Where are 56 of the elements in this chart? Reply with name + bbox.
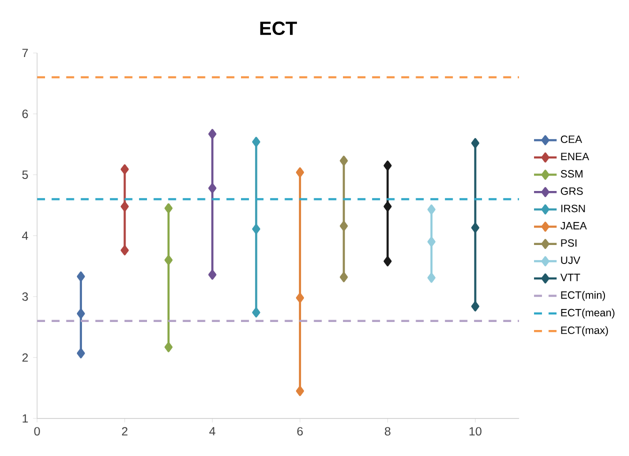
point xyxy=(208,129,216,140)
y-tick-label: 5 xyxy=(22,170,28,180)
legend-label: ECT(min) xyxy=(561,291,605,302)
point xyxy=(76,348,85,359)
legend-label: UJV xyxy=(561,256,580,264)
legend-label: ECT(max) xyxy=(561,326,608,336)
point xyxy=(340,221,348,232)
legend-label: ENEA xyxy=(561,153,590,160)
point xyxy=(252,308,260,318)
point xyxy=(252,224,260,234)
point xyxy=(164,255,173,266)
x-tick-label: 4 xyxy=(209,427,216,436)
point xyxy=(471,138,480,148)
point xyxy=(164,342,173,352)
chart-title: ECT xyxy=(260,22,297,36)
legend-label: JAEA xyxy=(560,222,587,230)
y-tick-label: 6 xyxy=(22,110,28,118)
point xyxy=(252,137,260,148)
point xyxy=(76,272,85,282)
legend-label: PSI xyxy=(561,239,576,247)
point xyxy=(120,246,129,256)
legend-label: ECT(mean) xyxy=(561,308,614,319)
point xyxy=(164,203,173,214)
point xyxy=(427,272,436,283)
point xyxy=(427,204,436,215)
point xyxy=(340,272,348,282)
legend-label: IRSN xyxy=(561,204,585,212)
x-tick-label: 6 xyxy=(297,427,303,436)
legend-label: CEA xyxy=(560,136,582,144)
y-tick-label: 3 xyxy=(22,292,28,302)
legend-label: SSM xyxy=(560,170,582,178)
point xyxy=(120,164,129,175)
point xyxy=(76,308,85,319)
point xyxy=(296,293,304,304)
y-tick-label: 7 xyxy=(22,49,28,58)
point xyxy=(471,222,480,234)
x-tick-label: 8 xyxy=(384,427,390,436)
point xyxy=(120,202,129,212)
point xyxy=(384,256,392,267)
point xyxy=(296,386,304,396)
point xyxy=(208,270,216,280)
x-tick-label: 10 xyxy=(470,427,482,436)
y-tick-label: 4 xyxy=(22,232,28,240)
point xyxy=(340,156,348,166)
point xyxy=(384,202,392,212)
y-tick-label: 1 xyxy=(22,414,28,423)
point xyxy=(296,168,304,178)
legend-label: GRS xyxy=(560,188,583,196)
point xyxy=(384,160,392,171)
point xyxy=(427,236,436,248)
x-tick-label: 0 xyxy=(34,427,40,436)
legend-label: VTT xyxy=(560,274,580,282)
point xyxy=(208,183,216,194)
x-tick-label: 2 xyxy=(122,427,128,436)
point xyxy=(471,302,480,312)
y-tick-label: 2 xyxy=(22,354,28,362)
